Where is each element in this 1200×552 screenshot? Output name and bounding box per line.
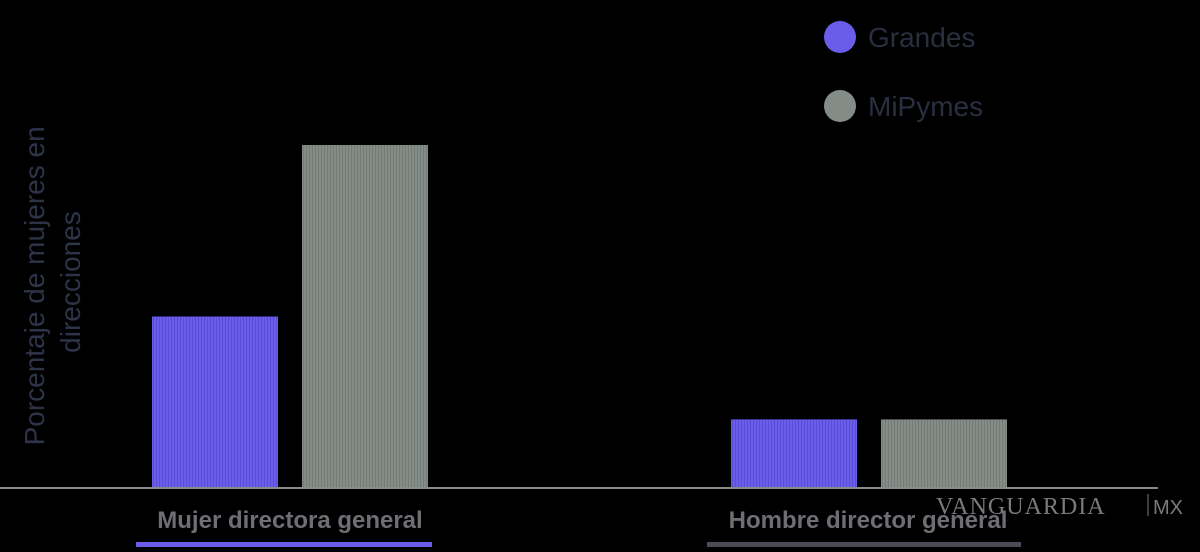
x-tick-label-mujer: Mujer directora general	[157, 507, 422, 534]
y-axis-title-line-1: Porcentaje de mujeres en	[19, 126, 50, 445]
bar-grandes-hombre-director-general	[731, 419, 857, 488]
category-underline-hombre	[707, 542, 1021, 547]
legend-label-grandes: Grandes	[868, 22, 975, 53]
legend-swatch-grandes	[824, 21, 856, 53]
watermark-text: VANGUARDIA	[936, 494, 1106, 520]
legend: Grandes MiPymes	[824, 21, 983, 122]
watermark: VANGUARDIA MX	[936, 494, 1183, 520]
bars-layer	[152, 145, 1007, 488]
watermark-suffix: MX	[1153, 497, 1183, 519]
legend-swatch-mipymes	[824, 90, 856, 122]
y-axis-title-line-2: direcciones	[55, 211, 86, 353]
y-axis-title: Porcentaje de mujeres en direcciones	[19, 119, 86, 446]
x-tick-label-hombre: Hombre director general	[729, 507, 1008, 534]
bar-grandes-mujer-directora-general	[152, 316, 278, 488]
category-labels: Mujer directora general Hombre director …	[136, 507, 1021, 547]
legend-label-mipymes: MiPymes	[868, 91, 983, 122]
bar-mipymes-mujer-directora-general	[302, 145, 428, 488]
bar-mipymes-hombre-director-general	[881, 419, 1007, 488]
category-underline-mujer	[136, 542, 432, 547]
